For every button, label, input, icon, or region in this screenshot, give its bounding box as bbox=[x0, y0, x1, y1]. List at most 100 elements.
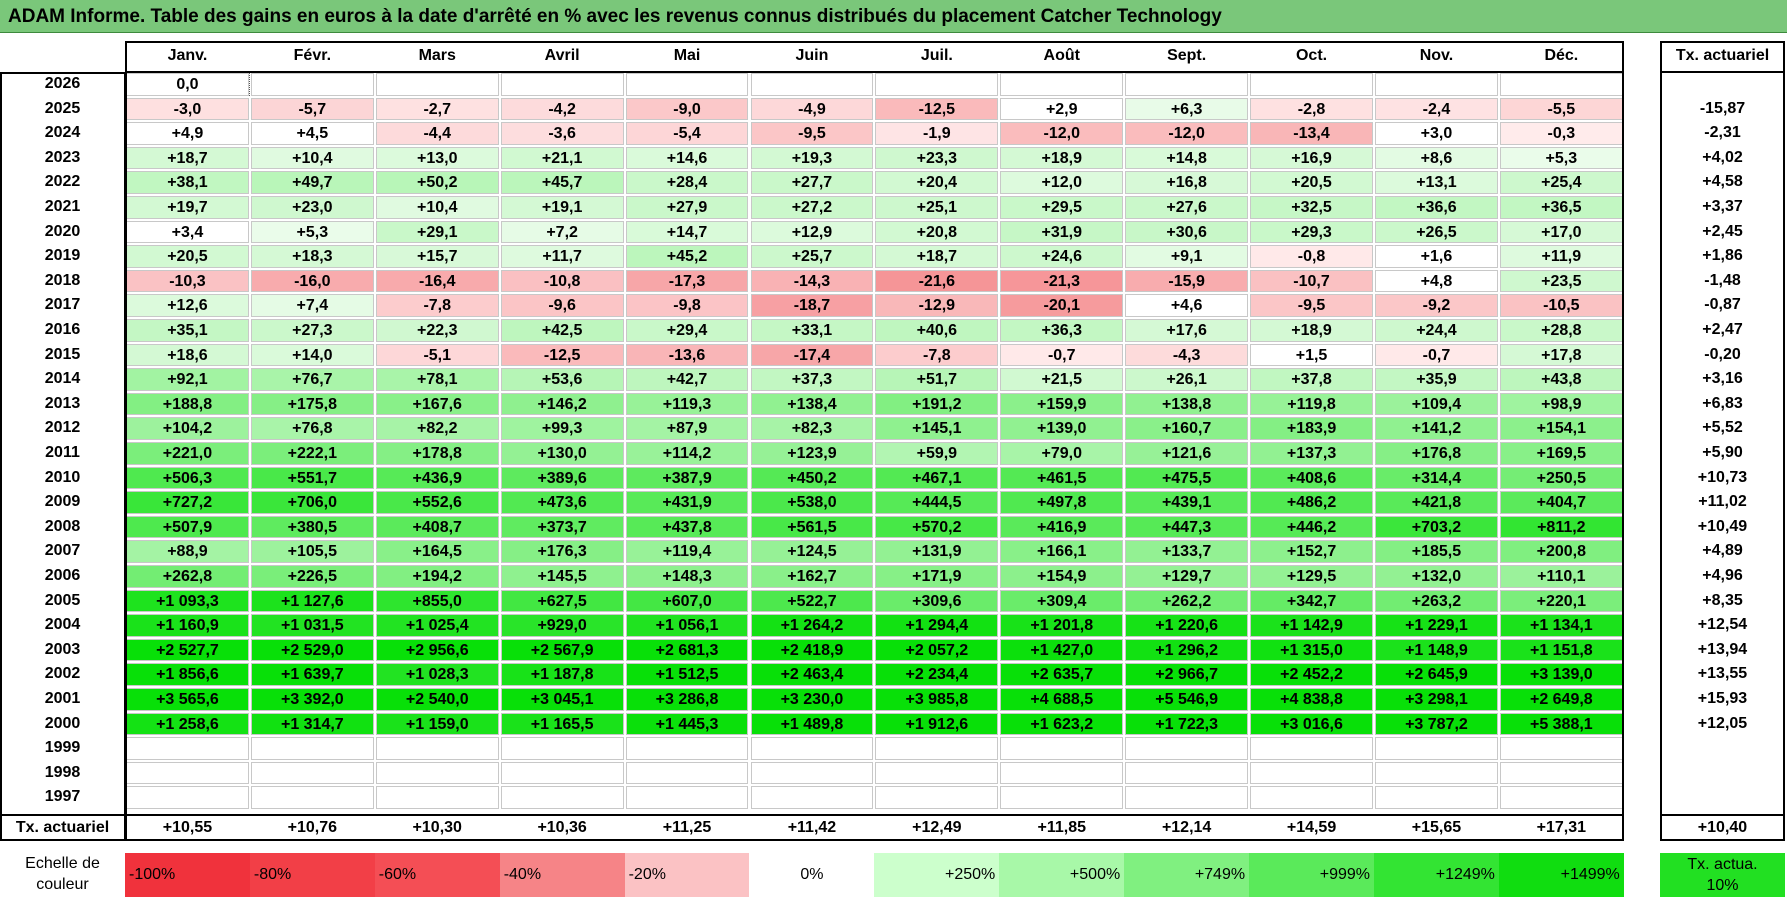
table-cell: +191,2 bbox=[875, 392, 999, 416]
table-cell: +14,6 bbox=[625, 146, 749, 170]
annual-rate-cell: -2,31 bbox=[1704, 124, 1741, 142]
annual-rate-cell: +4,02 bbox=[1702, 148, 1743, 166]
table-cell: +4,9 bbox=[126, 122, 249, 145]
table-cell: +25,1 bbox=[875, 196, 999, 219]
table-cell: +380,5 bbox=[250, 515, 374, 539]
table-cell: +437,8 bbox=[625, 515, 749, 539]
table-cell: +119,3 bbox=[625, 392, 749, 416]
table-cell: -5,1 bbox=[375, 343, 499, 367]
table-cell: -7,8 bbox=[875, 343, 999, 367]
table-cell bbox=[1250, 761, 1373, 785]
annual-rate-cell: +5,52 bbox=[1702, 419, 1743, 437]
table-cell: -9,0 bbox=[625, 97, 749, 121]
table-cell: +5 388,1 bbox=[1499, 712, 1623, 736]
table-cell: +1,5 bbox=[1250, 343, 1373, 367]
table-cell: +4 688,5 bbox=[1000, 688, 1124, 711]
table-cell: +36,3 bbox=[1000, 319, 1124, 342]
table-cell: +27,9 bbox=[625, 196, 749, 219]
annual-rate-cell: +10,73 bbox=[1697, 468, 1748, 486]
table-cell: +3 016,6 bbox=[1250, 712, 1373, 736]
annual-rate-cell: +10,49 bbox=[1697, 517, 1748, 535]
table-cell: +25,7 bbox=[750, 245, 874, 268]
table-cell: +148,3 bbox=[625, 565, 749, 588]
table-cell bbox=[625, 73, 749, 96]
table-cell: +1 315,0 bbox=[1250, 638, 1373, 662]
table-cell: +21,1 bbox=[500, 146, 624, 170]
table-cell: +3 139,0 bbox=[1499, 663, 1623, 686]
table-cell: -2,7 bbox=[375, 97, 499, 121]
footer-annual-cell: +10,40 bbox=[1697, 819, 1748, 836]
footer-cell: +10,36 bbox=[537, 819, 587, 836]
year-label: 2005 bbox=[44, 591, 81, 609]
table-cell bbox=[750, 786, 874, 809]
footer-cell: +12,14 bbox=[1161, 819, 1212, 836]
table-cell: +389,6 bbox=[500, 466, 624, 490]
table-cell: +11,7 bbox=[500, 245, 624, 268]
table-cell: +42,7 bbox=[625, 368, 749, 391]
annual-rate-cell: +12,54 bbox=[1697, 616, 1748, 634]
scale-swatch: +250% bbox=[874, 853, 1000, 897]
table-cell: +1 093,3 bbox=[126, 589, 249, 613]
table-cell: +129,7 bbox=[1125, 565, 1249, 588]
table-cell: +17,0 bbox=[1499, 220, 1623, 244]
table-cell: +79,0 bbox=[1000, 442, 1124, 465]
table-cell: +18,3 bbox=[250, 245, 374, 268]
table-cell bbox=[875, 786, 999, 809]
table-cell: +18,6 bbox=[126, 343, 249, 367]
year-label: 2017 bbox=[44, 296, 81, 314]
annual-rate-cell: +12,05 bbox=[1697, 714, 1748, 732]
footer-cell: +15,65 bbox=[1411, 819, 1462, 836]
table-cell: -4,4 bbox=[375, 122, 499, 145]
table-cell: +1 134,1 bbox=[1499, 614, 1623, 637]
table-cell: +1 722,3 bbox=[1125, 712, 1249, 736]
table-cell bbox=[375, 73, 499, 96]
table-cell: +262,2 bbox=[1125, 589, 1249, 613]
table-cell: +1 258,6 bbox=[126, 712, 249, 736]
table-cell: +114,2 bbox=[625, 442, 749, 465]
table-cell: -16,4 bbox=[375, 269, 499, 293]
annual-rate-cell: -15,87 bbox=[1699, 99, 1746, 117]
table-cell: +4,5 bbox=[250, 122, 374, 145]
table-cell: -2,8 bbox=[1250, 97, 1373, 121]
footer-cell: +17,31 bbox=[1536, 819, 1587, 836]
table-cell: +506,3 bbox=[126, 466, 249, 490]
table-cell: +1 623,2 bbox=[1000, 712, 1124, 736]
annual-rate-cell: +4,96 bbox=[1702, 567, 1743, 584]
annual-rate-cell: -1,48 bbox=[1704, 271, 1741, 289]
table-cell bbox=[1375, 73, 1498, 96]
footer-cell: +11,85 bbox=[1037, 819, 1086, 836]
table-cell: +99,3 bbox=[500, 417, 624, 440]
table-cell: +263,2 bbox=[1375, 589, 1498, 613]
table-cell: +387,9 bbox=[625, 466, 749, 490]
footer-cell: +11,42 bbox=[787, 819, 837, 836]
table-cell: +461,5 bbox=[1000, 466, 1124, 490]
table-cell: -13,6 bbox=[625, 343, 749, 367]
year-label: 2014 bbox=[44, 370, 81, 388]
table-cell: +30,6 bbox=[1125, 220, 1249, 244]
table-cell: +43,8 bbox=[1499, 368, 1623, 391]
scale-swatch: +999% bbox=[1249, 853, 1374, 897]
table-cell: +551,7 bbox=[250, 466, 374, 490]
year-label: 2004 bbox=[44, 616, 81, 634]
table-cell: +50,2 bbox=[375, 171, 499, 194]
table-cell: +45,2 bbox=[625, 245, 749, 268]
table-cell: +105,5 bbox=[250, 540, 374, 563]
table-cell: -12,0 bbox=[1125, 122, 1249, 145]
table-cell: +5,3 bbox=[1499, 146, 1623, 170]
year-label: 2000 bbox=[44, 714, 81, 732]
footer-cell: +10,55 bbox=[162, 819, 213, 836]
table-cell: +109,4 bbox=[1375, 392, 1498, 416]
table-cell: -5,4 bbox=[625, 122, 749, 145]
table-cell: +78,1 bbox=[375, 368, 499, 391]
table-cell: +37,3 bbox=[750, 368, 874, 391]
table-cell: +2 540,0 bbox=[375, 688, 499, 711]
scale-label: Echelle de couleur bbox=[25, 855, 100, 893]
table-cell: +1 028,3 bbox=[375, 663, 499, 686]
table-cell: +92,1 bbox=[126, 368, 249, 391]
page-title: ADAM Informe. Table des gains en euros à… bbox=[8, 6, 1222, 27]
table-cell: +1,6 bbox=[1375, 245, 1498, 268]
scale-annual-swatch: Tx. actua. 10% bbox=[1660, 853, 1785, 897]
table-cell: +18,7 bbox=[875, 245, 999, 268]
table-cell: +475,5 bbox=[1125, 466, 1249, 490]
year-column-frame bbox=[0, 72, 126, 841]
